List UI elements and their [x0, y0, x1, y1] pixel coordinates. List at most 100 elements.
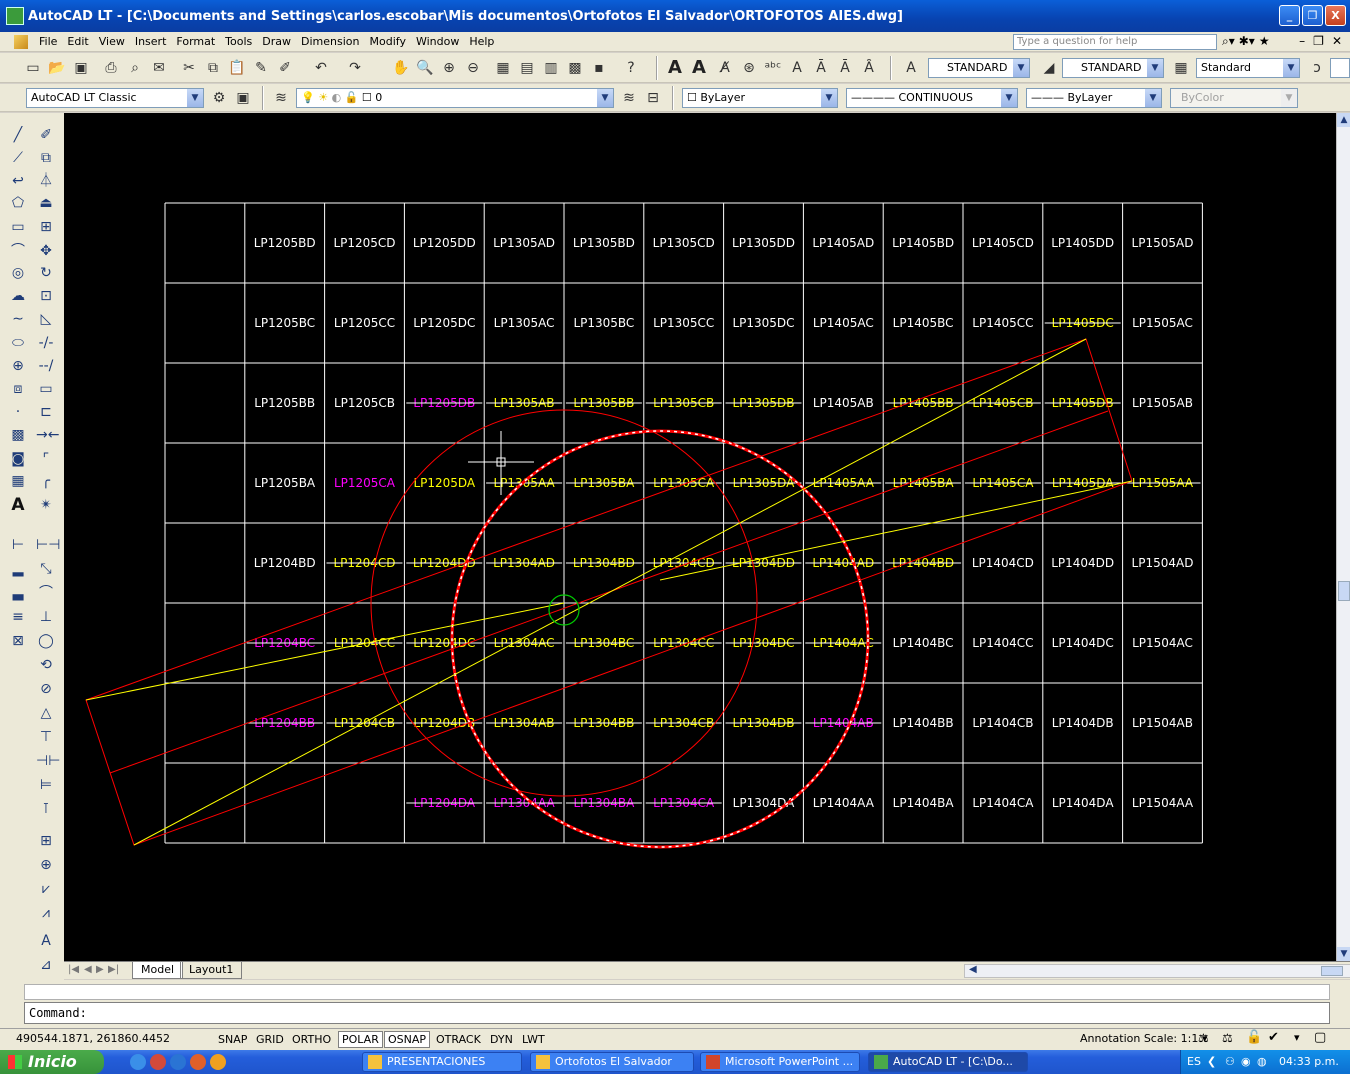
workspace-select[interactable]: AutoCAD LT Classic ▼ [26, 88, 204, 108]
sheet-label[interactable]: LP1205CC [334, 316, 395, 330]
diameter-dim-icon[interactable]: ⊘ [40, 681, 52, 697]
break-at-point-icon[interactable]: ▭ [39, 381, 53, 397]
dimension-space-icon[interactable]: ⊺ [42, 801, 50, 817]
tab-last-icon[interactable]: ▶| [108, 964, 120, 975]
ortho-toggle[interactable]: ORTHO [292, 1033, 332, 1046]
make-object-layer-current-icon[interactable]: ≋ [623, 90, 635, 106]
dim-continue-icon[interactable]: ▂ [12, 561, 24, 577]
show-desktop-icon[interactable] [170, 1054, 186, 1070]
jogged-dim-icon[interactable]: ⟲ [40, 657, 52, 673]
tab-next-icon[interactable]: ▶ [96, 964, 104, 975]
tab-layout1[interactable]: Layout1 [180, 962, 243, 979]
match-properties-icon[interactable]: ✎ [255, 60, 267, 76]
scroll-left-icon[interactable]: ◀ [969, 964, 977, 975]
menu-file[interactable]: File [39, 35, 58, 48]
break-icon[interactable]: ⊏ [40, 404, 52, 420]
taskbar-item-presentaciones[interactable]: PRESENTACIONES [362, 1052, 522, 1072]
sheet-label[interactable]: LP1305DC [732, 316, 794, 330]
move-icon[interactable]: ✥ [40, 243, 52, 259]
help-search-input[interactable]: Type a question for help [1013, 34, 1217, 50]
angular-dim-icon[interactable]: △ [40, 705, 52, 721]
tolerance-icon[interactable]: ⊞ [40, 833, 52, 849]
taskbar-item-ortofotos[interactable]: Ortofotos El Salvador [530, 1052, 694, 1072]
text-style-manager-icon[interactable]: A [906, 60, 916, 76]
firefox-icon[interactable] [190, 1054, 206, 1070]
calculator-icon[interactable]: ▪ [594, 60, 604, 76]
osnap-toggle[interactable]: OSNAP [384, 1031, 431, 1048]
table-style-select[interactable]: Standard ▼ [1196, 58, 1300, 78]
sheet-label[interactable]: LP1404CD [972, 556, 1034, 570]
sheet-label[interactable]: LP1405CD [972, 236, 1034, 250]
fillet-icon[interactable]: ╭ [41, 473, 51, 489]
menu-modify[interactable]: Modify [369, 35, 406, 48]
plot-icon[interactable]: ⎙ [105, 60, 117, 76]
insert-block-icon[interactable]: ⊕ [12, 358, 24, 374]
document-icon[interactable] [14, 34, 28, 49]
array-icon[interactable]: ⊞ [40, 219, 52, 235]
linear-dim-icon[interactable]: ⊢⊣ [36, 537, 61, 553]
plot-preview-icon[interactable]: ⌕ [131, 60, 139, 76]
coordinate-readout[interactable]: 490544.1871, 261860.4452 [16, 1032, 170, 1045]
cut-icon[interactable]: ✂ [183, 60, 195, 76]
toolbar-lock-icon[interactable]: 🔓 [1246, 1030, 1263, 1045]
scroll-down-icon[interactable]: ▼ [1337, 947, 1350, 961]
arc-length-icon[interactable]: ⌒ [39, 585, 53, 601]
redo-icon[interactable]: ↷ [349, 60, 361, 76]
doc-minimize-icon[interactable]: – [1299, 34, 1306, 48]
construction-line-icon[interactable]: ⟋ [13, 150, 23, 166]
quicklaunch-icon[interactable] [150, 1054, 166, 1070]
open-icon[interactable]: 📂 [48, 60, 66, 76]
sheet-label[interactable]: LP1505AD [1132, 236, 1194, 250]
sheet-label[interactable]: LP1405DD [1051, 236, 1114, 250]
rotate-icon[interactable]: ↻ [40, 265, 52, 281]
help-icon[interactable]: ? [627, 60, 635, 76]
sheet-label[interactable]: LP1405AD [812, 236, 874, 250]
block-editor-icon[interactable]: ✐ [279, 60, 291, 76]
sheet-label[interactable]: LP1404BB [893, 716, 954, 730]
sheet-label[interactable]: LP1505AB [1132, 396, 1193, 410]
sheet-label[interactable]: LP1205CA [334, 476, 396, 490]
auto-scale-icon[interactable]: ⚖ [1222, 1031, 1233, 1045]
single-line-text-icon[interactable]: A [692, 57, 706, 78]
horizontal-scroll-thumb[interactable] [1321, 966, 1343, 976]
dimension-style-select[interactable]: STANDARD ▼ [1062, 58, 1164, 78]
favorites-icon[interactable]: ★ [1258, 34, 1270, 48]
communication-center-icon[interactable]: ✱▾ [1238, 34, 1255, 48]
menu-view[interactable]: View [98, 35, 125, 48]
multileader-style-icon[interactable]: ↄ [1313, 60, 1321, 76]
sheet-label[interactable]: LP1305DD [732, 236, 795, 250]
paste-icon[interactable]: 📋 [228, 60, 246, 76]
sheet-label[interactable]: LP1404CB [972, 716, 1033, 730]
erase-icon[interactable]: ✐ [40, 127, 52, 143]
mirror-icon[interactable]: ⏃ [39, 173, 53, 189]
tab-prev-icon[interactable]: ◀ [84, 964, 92, 975]
sheet-label[interactable]: LP1404CA [972, 796, 1034, 810]
properties-icon[interactable]: ▦ [496, 60, 510, 76]
menu-tools[interactable]: Tools [225, 35, 253, 48]
command-input[interactable]: Command: [24, 1002, 1330, 1024]
dim-baseline-icon[interactable]: ▃ [12, 585, 24, 601]
make-block-icon[interactable]: ⧈ [13, 381, 23, 397]
sheet-label[interactable]: LP1205BA [254, 476, 316, 490]
linetype-select[interactable]: ———— CONTINUOUS ▼ [846, 88, 1018, 108]
doc-restore-icon[interactable]: ❐ [1313, 34, 1324, 48]
sheet-label[interactable]: LP1205BB [254, 396, 315, 410]
lineweight-select[interactable]: ——— ByLayer ▼ [1026, 88, 1162, 108]
continue-dim-icon[interactable]: ⊨ [39, 777, 53, 793]
point-icon[interactable]: · [15, 404, 21, 420]
arc-icon[interactable]: ⌒ [11, 243, 25, 259]
revision-cloud-icon[interactable]: ☁ [11, 288, 25, 304]
lwt-toggle[interactable]: LWT [522, 1033, 545, 1046]
circle-icon[interactable]: ◎ [11, 265, 25, 281]
snap-toggle[interactable]: SNAP [218, 1033, 248, 1046]
spelling-icon[interactable]: ᵃᵇᶜ [764, 60, 782, 76]
sheet-label[interactable]: LP1404CC [972, 636, 1033, 650]
mtext-icon[interactable]: A [11, 495, 25, 515]
sheet-label[interactable]: LP1404DA [1052, 796, 1114, 810]
rectangle-icon[interactable]: ▭ [11, 219, 25, 235]
tab-first-icon[interactable]: |◀ [68, 964, 80, 975]
pan-icon[interactable]: ✋ [392, 60, 410, 76]
sheet-label[interactable]: LP1405AB [813, 396, 874, 410]
layer-select[interactable]: 💡 ☀ ◐ 🔓 ☐ 0 ▼ [296, 88, 614, 108]
design-center-icon[interactable]: ▤ [520, 60, 534, 76]
